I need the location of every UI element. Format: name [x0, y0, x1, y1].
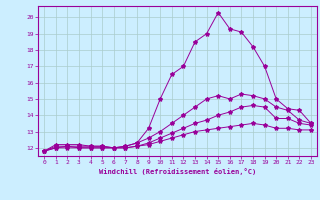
X-axis label: Windchill (Refroidissement éolien,°C): Windchill (Refroidissement éolien,°C) — [99, 168, 256, 175]
